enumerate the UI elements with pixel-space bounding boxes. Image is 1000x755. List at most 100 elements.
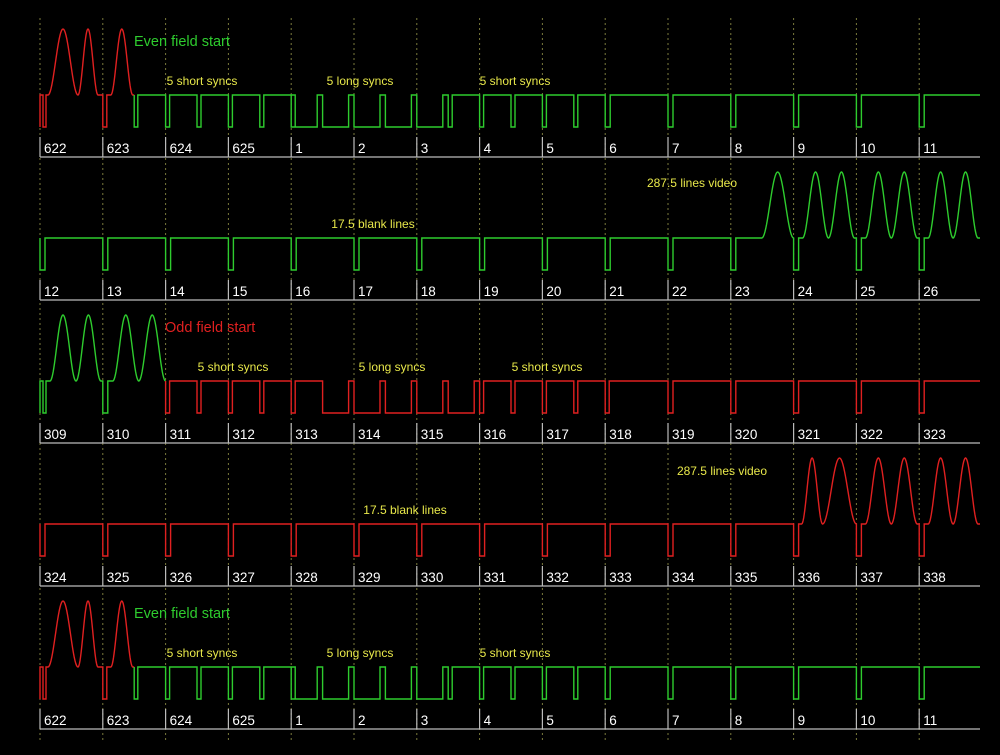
line-number: 11: [923, 141, 937, 156]
sync-group-label: 5 long syncs: [359, 360, 426, 374]
line-number: 624: [170, 141, 193, 156]
line-number: 14: [170, 284, 186, 299]
line-number: 336: [798, 570, 821, 585]
line-number: 3: [421, 713, 429, 728]
line-number: 322: [860, 427, 883, 442]
line-number: 7: [672, 713, 680, 728]
sync-group-label: 17.5 blank lines: [363, 503, 446, 517]
line-number: 4: [484, 141, 492, 156]
line-number: 312: [232, 427, 255, 442]
line-number: 311: [170, 427, 192, 442]
field-start-title: Even field start: [134, 34, 230, 50]
even-video-tail: [39, 28, 135, 128]
line-number-ruler: 12 13 14 15 16 17 18 19 20 21 22 23 24 25 26: [39, 280, 980, 301]
blank-and-video-wave: [39, 457, 980, 557]
line-number: 17: [358, 284, 373, 299]
line-number: 310: [107, 427, 130, 442]
line-number: 315: [421, 427, 444, 442]
line-number: 8: [735, 141, 743, 156]
line-number: 332: [546, 570, 569, 585]
line-number: 335: [735, 570, 758, 585]
line-number: 623: [107, 713, 130, 728]
line-number: 324: [44, 570, 67, 585]
line-number: 313: [295, 427, 318, 442]
line-number: 7: [672, 141, 680, 156]
line-number: 21: [609, 284, 624, 299]
odd-sync-train: [164, 380, 980, 414]
field-start-title: Odd field start: [165, 320, 255, 336]
line-number: 625: [232, 713, 255, 728]
line-number-ruler: 622 623 624 625 1 2 3 4 5 6 7 8 9 10 11: [39, 137, 980, 158]
line-number: 338: [923, 570, 946, 585]
line-number: 22: [672, 284, 687, 299]
line-number: 3: [421, 141, 429, 156]
line-number: 5: [546, 713, 554, 728]
line-number: 317: [546, 427, 569, 442]
sync-group-label: 5 short syncs: [198, 360, 269, 374]
odd-video-tail: [39, 314, 166, 414]
line-number: 337: [860, 570, 883, 585]
sync-group-label: 5 short syncs: [480, 646, 551, 660]
line-number: 327: [232, 570, 255, 585]
line-number: 16: [295, 284, 310, 299]
line-number: 314: [358, 427, 381, 442]
line-number: 325: [107, 570, 130, 585]
field-row-even-repeat: Even field start 5 short syncs 5 long sync…: [39, 600, 980, 730]
line-number: 328: [295, 570, 318, 585]
line-number: 326: [170, 570, 193, 585]
line-number: 2: [358, 713, 366, 728]
line-number: 623: [107, 141, 130, 156]
line-number: 25: [860, 284, 875, 299]
line-number: 309: [44, 427, 67, 442]
sync-group-label: 5 long syncs: [327, 646, 394, 660]
line-number-ruler: 324 325 326 327 328 329 330 331 332 333 334 335 336 3…: [39, 566, 980, 587]
line-number: 9: [798, 713, 806, 728]
line-number-ruler: 622 623 624 625 1 2 3 4 5 6 7 8 9 10 11: [39, 709, 980, 730]
line-number: 334: [672, 570, 695, 585]
line-number: 18: [421, 284, 436, 299]
line-number: 23: [735, 284, 750, 299]
line-number: 15: [232, 284, 247, 299]
line-number: 19: [484, 284, 499, 299]
line-number: 624: [170, 713, 193, 728]
line-number: 1: [295, 141, 303, 156]
line-number: 6: [609, 713, 617, 728]
even-sync-train: [133, 666, 980, 700]
line-number: 9: [798, 141, 806, 156]
field-row-odd-blank: 17.5 blank lines 287.5 lines video 324 325 3…: [39, 457, 980, 587]
sync-group-label: 5 short syncs: [480, 74, 551, 88]
sync-group-label: 287.5 lines video: [677, 464, 767, 478]
sync-group-label: 5 short syncs: [167, 646, 238, 660]
line-number: 316: [484, 427, 507, 442]
field-row-even-top: Even field start 5 short syncs 5 long sync…: [39, 28, 980, 158]
line-number: 13: [107, 284, 122, 299]
line-number: 5: [546, 141, 554, 156]
sync-group-label: 5 long syncs: [327, 74, 394, 88]
line-number: 333: [609, 570, 632, 585]
line-number: 26: [923, 284, 938, 299]
sync-group-label: 287.5 lines video: [647, 176, 737, 190]
line-number-ruler: 309 310 311 312 313 314 315 316 317 318 319 320 321 3…: [39, 423, 980, 444]
line-number: 622: [44, 713, 67, 728]
line-number: 625: [232, 141, 255, 156]
line-number: 8: [735, 713, 743, 728]
blank-and-video-wave: [39, 171, 980, 271]
sync-group-label: 5 short syncs: [167, 74, 238, 88]
line-number: 12: [44, 284, 59, 299]
even-sync-train: [133, 94, 980, 128]
field-row-odd-top: Odd field start 5 short syncs 5 long syncs…: [39, 314, 980, 444]
line-number: 6: [609, 141, 617, 156]
line-number: 330: [421, 570, 444, 585]
line-number: 10: [860, 141, 875, 156]
line-number: 318: [609, 427, 632, 442]
line-number: 331: [484, 570, 507, 585]
line-number: 320: [735, 427, 758, 442]
line-number: 1: [295, 713, 303, 728]
line-number: 4: [484, 713, 492, 728]
line-number: 11: [923, 713, 937, 728]
line-number: 20: [546, 284, 561, 299]
even-video-tail: [39, 600, 135, 700]
line-number: 321: [798, 427, 821, 442]
